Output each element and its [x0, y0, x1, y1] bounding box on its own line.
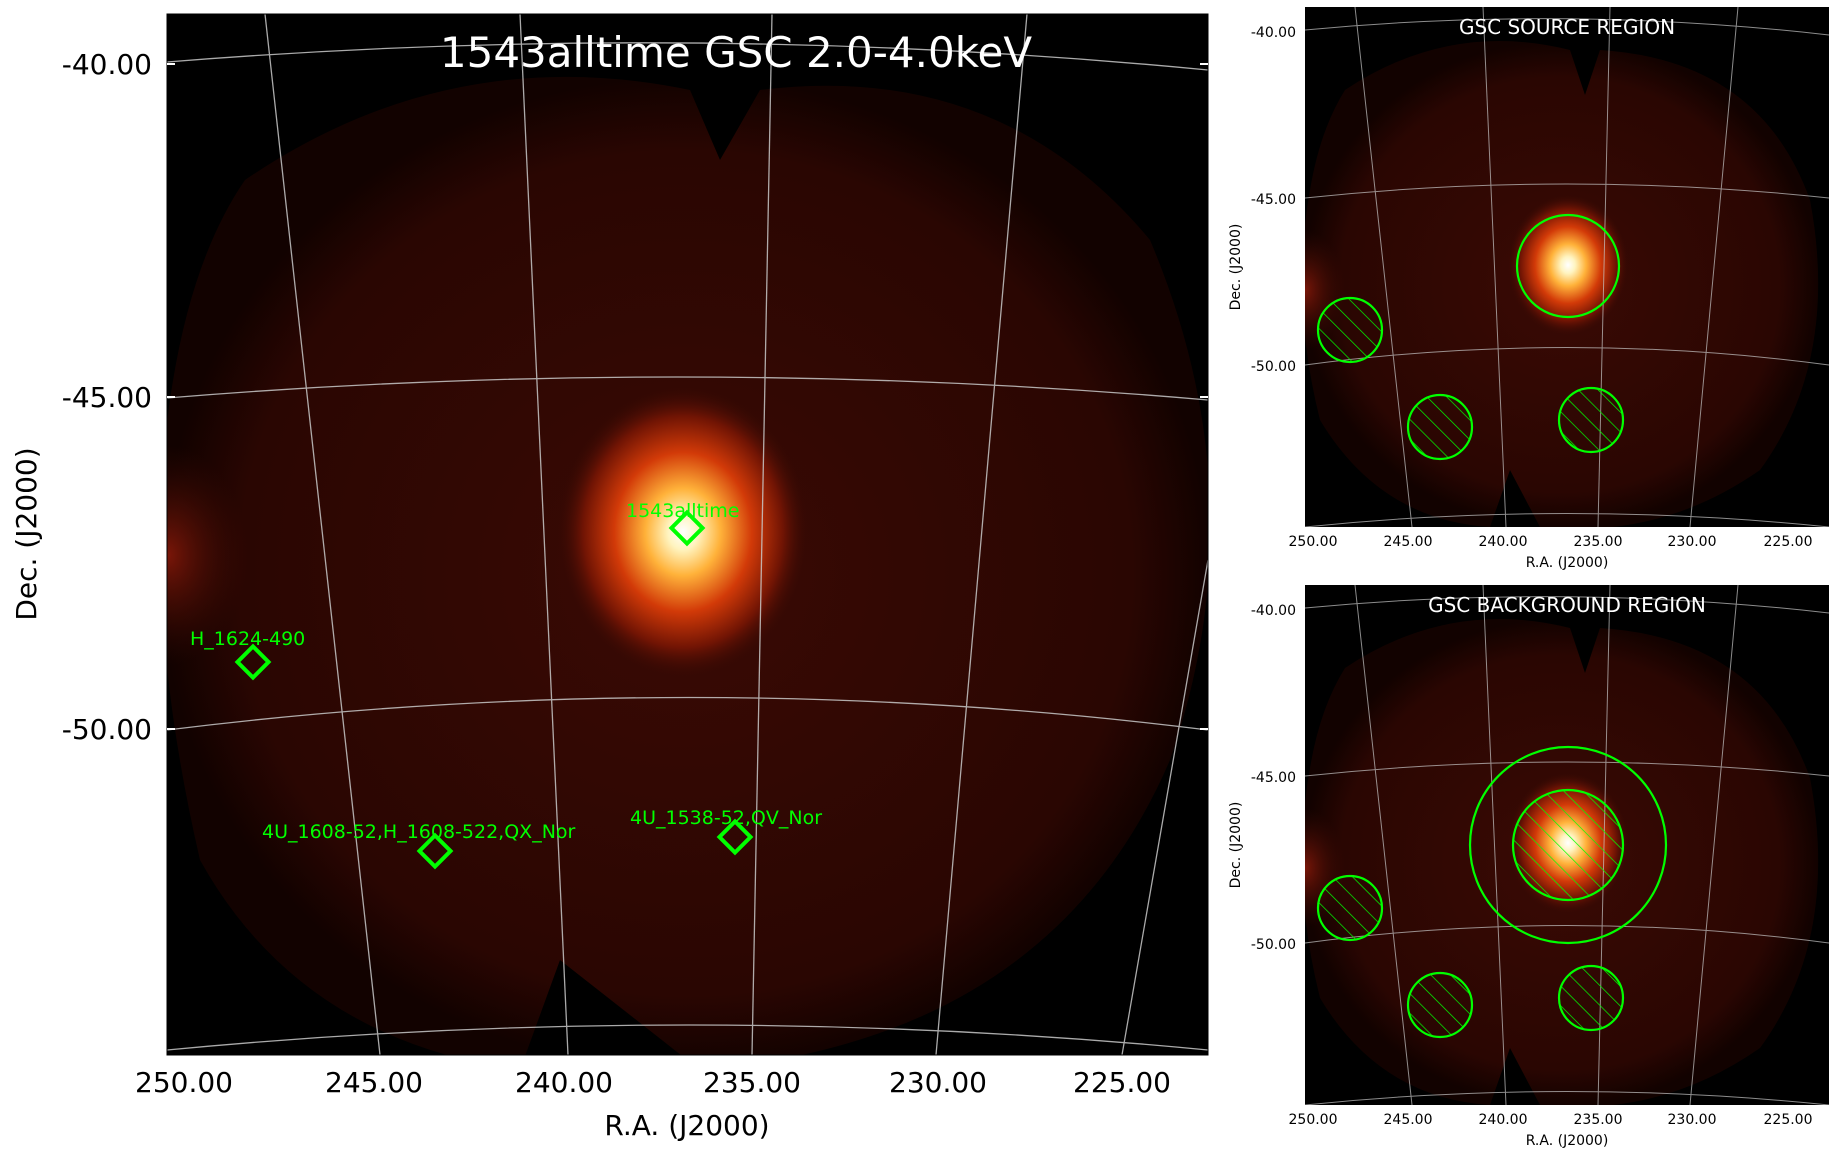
background-xtick-label: 240.00: [1479, 1112, 1528, 1128]
background-ytick-label: -40.00: [1251, 603, 1296, 619]
excluded-region-4u1538[interactable]: [1557, 386, 1625, 454]
side-glow: [167, 445, 248, 665]
source-panel-bright-glow: [1508, 195, 1628, 335]
source-ytick-label: -50.00: [1251, 359, 1296, 375]
main-ytick-label: -50.00: [62, 713, 152, 746]
main-xtick-label: 245.00: [325, 1066, 423, 1099]
source-panel-grid: [1305, 7, 1829, 527]
background-panel-ylabel: Dec. (J2000): [1228, 802, 1244, 889]
source-xtick-label: 225.00: [1764, 534, 1813, 550]
source-label-4u1608: 4U_1608-52,H_1608-522,QX_Nor: [262, 821, 576, 843]
background-panel-xlabel: R.A. (J2000): [1526, 1133, 1609, 1149]
source-markers: [234, 509, 754, 870]
main-xtick-label: 250.00: [135, 1066, 233, 1099]
source-panel-xlabel: R.A. (J2000): [1526, 555, 1609, 571]
main-image-panel: 1543alltime H_1624-490 4U_1608-52,H_1608…: [10, 13, 1209, 1142]
background-annulus-outer[interactable]: [1468, 745, 1668, 945]
bright-source-glow: [558, 387, 808, 677]
background-xtick-label: 225.00: [1764, 1112, 1813, 1128]
background-xtick-label: 235.00: [1574, 1112, 1623, 1128]
coordinate-grid: [167, 14, 1208, 1055]
excluded-region-4u1608[interactable]: [1406, 971, 1474, 1039]
source-marker-4u1608[interactable]: [416, 832, 454, 870]
main-xtick-label: 225.00: [1073, 1066, 1171, 1099]
source-panel-ylabel: Dec. (J2000): [1228, 224, 1244, 311]
source-xtick-label: 230.00: [1668, 534, 1717, 550]
source-xtick-label: 235.00: [1574, 534, 1623, 550]
background-xtick-label: 250.00: [1289, 1112, 1338, 1128]
main-title: 1543alltime GSC 2.0-4.0keV: [440, 28, 1032, 77]
excluded-region-h1624[interactable]: [1316, 874, 1384, 942]
background-ytick-label: -50.00: [1251, 937, 1296, 953]
source-label-h1624: H_1624-490: [190, 628, 305, 650]
source-label-1543alltime: 1543alltime: [626, 500, 739, 522]
excluded-region-4u1608[interactable]: [1406, 393, 1474, 461]
main-ytick-label: -40.00: [62, 48, 152, 81]
main-xlabel: R.A. (J2000): [604, 1109, 769, 1142]
source-xtick-label: 240.00: [1479, 534, 1528, 550]
source-xtick-label: 245.00: [1384, 534, 1433, 550]
main-xtick-label: 240.00: [515, 1066, 613, 1099]
source-marker-4u1538[interactable]: [716, 818, 754, 856]
source-ytick-label: -45.00: [1251, 192, 1296, 208]
source-ytick-label: -40.00: [1251, 25, 1296, 41]
excluded-region-h1624[interactable]: [1316, 296, 1384, 364]
excluded-region-4u1538[interactable]: [1557, 964, 1625, 1032]
main-image-frame: [166, 13, 1209, 1056]
main-xtick-label: 235.00: [703, 1066, 801, 1099]
background-xtick-label: 245.00: [1384, 1112, 1433, 1128]
source-panel-title: GSC SOURCE REGION: [1459, 15, 1675, 39]
background-region-panel: GSC BACKGROUND REGION -40.00 -45.00 -50.…: [1228, 585, 1829, 1149]
main-xtick-label: 230.00: [889, 1066, 987, 1099]
background-xtick-label: 230.00: [1668, 1112, 1717, 1128]
background-annulus-inner[interactable]: [1511, 788, 1625, 902]
main-ylabel: Dec. (J2000): [10, 447, 43, 620]
main-ytick-label: -45.00: [62, 381, 152, 414]
main-ytick-marks: [167, 63, 1208, 730]
source-label-4u1538: 4U_1538-52,QV_Nor: [630, 807, 822, 829]
source-xtick-label: 250.00: [1289, 534, 1338, 550]
background-ytick-label: -45.00: [1251, 770, 1296, 786]
source-circle[interactable]: [1515, 213, 1621, 319]
source-marker-1543alltime[interactable]: [668, 509, 706, 547]
source-region-panel: GSC SOURCE REGION -40.00 -45.00 -50.00 2…: [1228, 7, 1829, 571]
source-marker-h1624[interactable]: [234, 643, 272, 681]
background-panel-title: GSC BACKGROUND REGION: [1428, 593, 1706, 617]
